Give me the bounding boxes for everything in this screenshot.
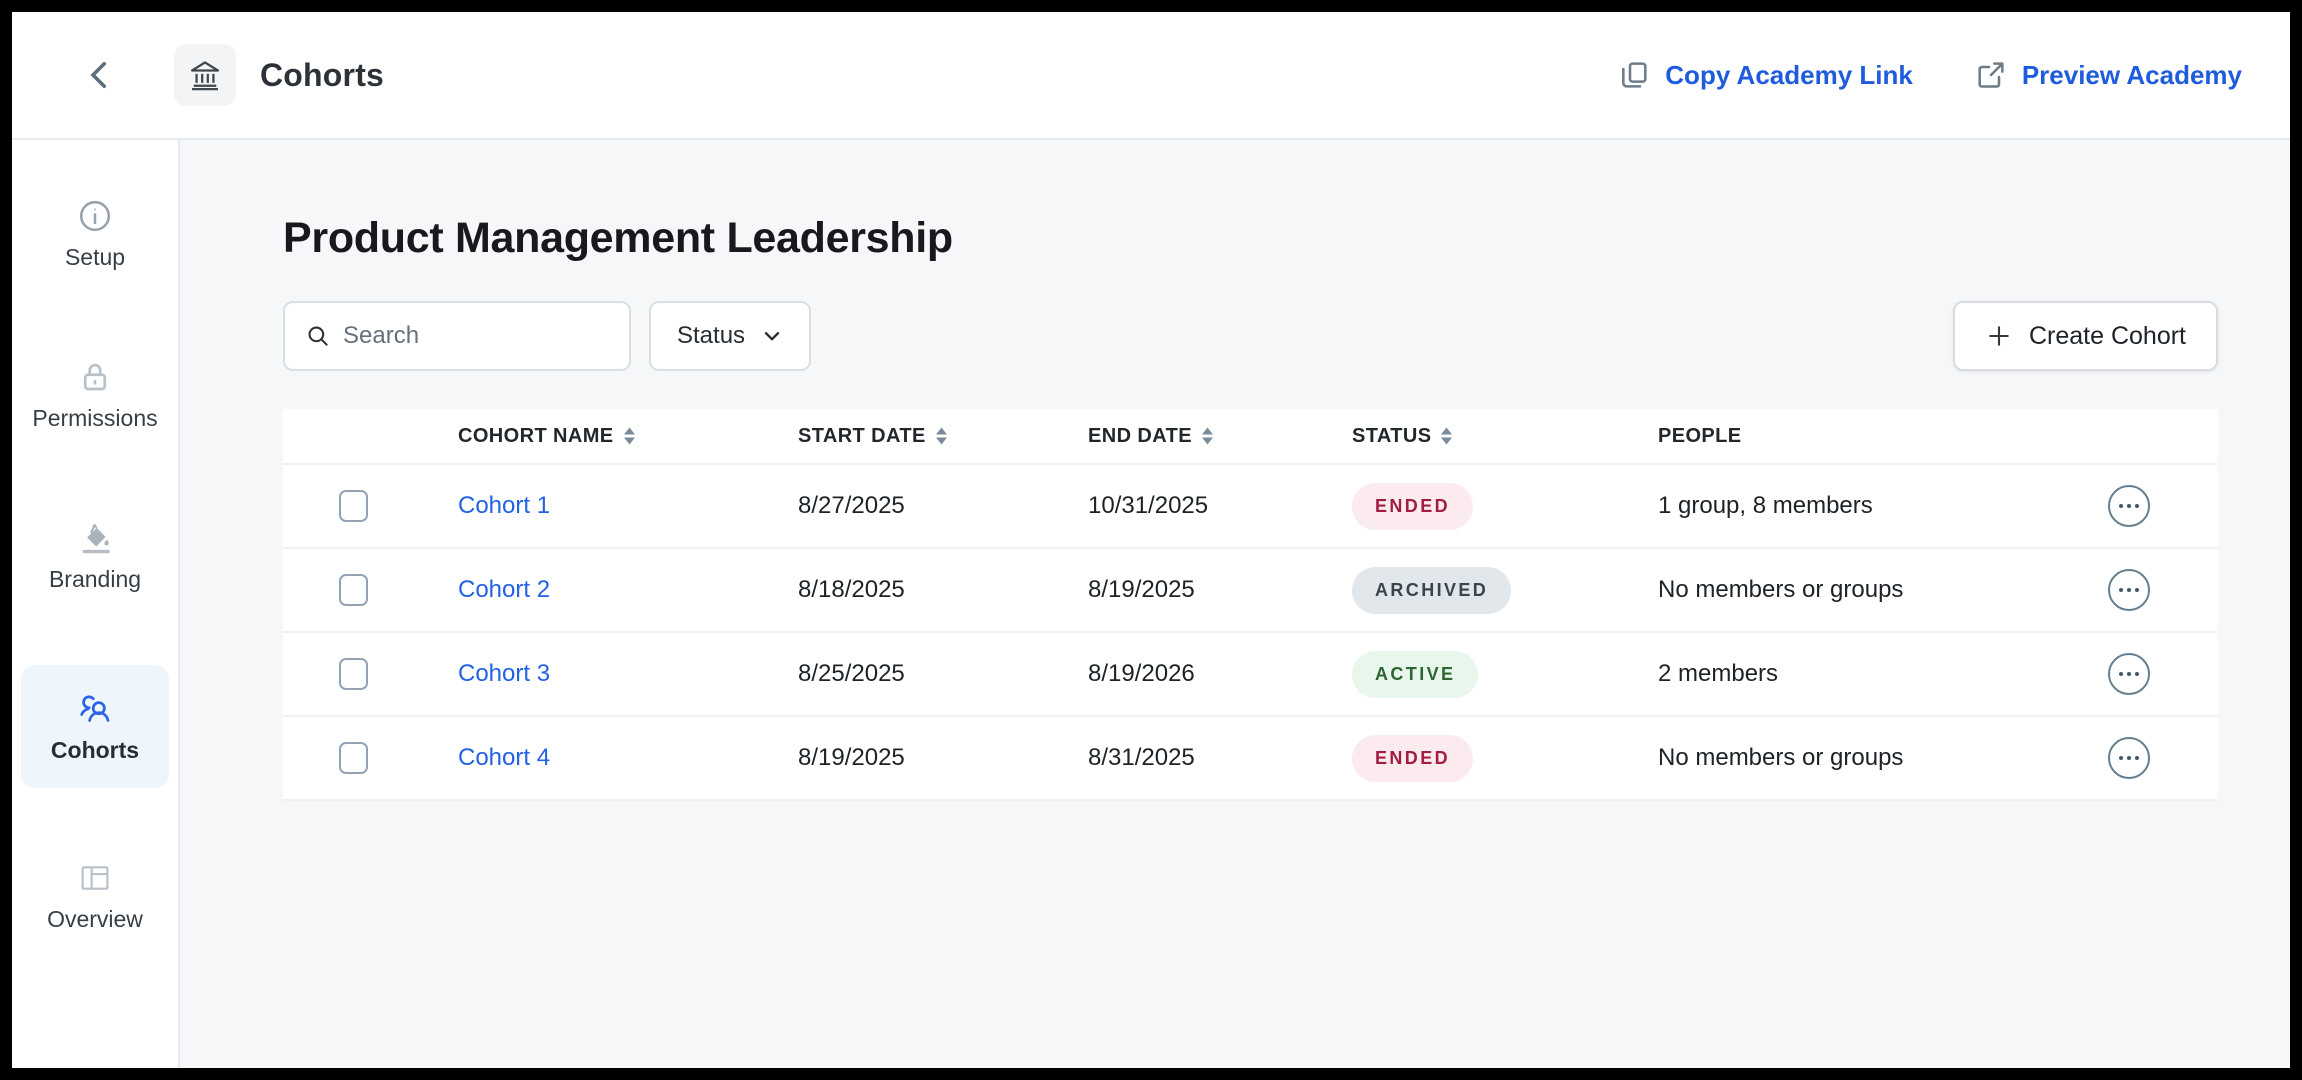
end-date-cell: 8/31/2025 xyxy=(1088,744,1195,771)
cohorts-table: COHORT NAME START DATE xyxy=(283,409,2218,801)
status-filter-button[interactable]: Status xyxy=(649,301,812,371)
people-cell: No members or groups xyxy=(1658,576,1904,603)
preview-academy-label: Preview Academy xyxy=(2021,59,2242,90)
lock-icon xyxy=(77,359,113,395)
search-icon xyxy=(305,323,331,349)
table-header-row: COHORT NAME START DATE xyxy=(283,409,2218,463)
row-actions-button[interactable] xyxy=(2108,569,2150,611)
academy-tile xyxy=(174,44,236,106)
people-cell: 1 group, 8 members xyxy=(1658,492,1873,519)
table-row: Cohort 1 8/27/2025 10/31/2025 ENDED 1 gr… xyxy=(283,463,2218,547)
people-cell: 2 members xyxy=(1658,660,1779,687)
cohort-name-link[interactable]: Cohort 2 xyxy=(458,576,551,603)
cohort-name-link[interactable]: Cohort 3 xyxy=(458,660,551,687)
sort-icon[interactable] xyxy=(1201,427,1214,445)
info-icon xyxy=(77,198,113,234)
preview-academy-button[interactable]: Preview Academy xyxy=(1975,59,2242,91)
start-date-cell: 8/18/2025 xyxy=(798,576,905,603)
end-date-cell: 8/19/2025 xyxy=(1088,576,1195,603)
table-row: Cohort 4 8/19/2025 8/31/2025 ENDED No me… xyxy=(283,715,2218,799)
bank-icon xyxy=(187,57,223,93)
cohort-group-heading: Product Management Leadership xyxy=(283,214,953,262)
status-badge: ENDED xyxy=(1352,734,1474,782)
search-box xyxy=(283,301,631,371)
sort-icon[interactable] xyxy=(623,427,636,445)
row-actions-button[interactable] xyxy=(2108,737,2150,779)
row-checkbox[interactable] xyxy=(339,490,368,522)
chevron-left-icon xyxy=(81,57,117,93)
topbar-actions: Copy Academy Link Preview Academy xyxy=(1618,59,2242,91)
column-header-cohort-name[interactable]: COHORT NAME xyxy=(458,425,798,448)
row-actions-button[interactable] xyxy=(2108,485,2150,527)
cohort-name-link[interactable]: Cohort 1 xyxy=(458,492,551,519)
people-icon xyxy=(76,689,114,727)
sidebar-item-label: Overview xyxy=(47,906,143,932)
cohort-name-link[interactable]: Cohort 4 xyxy=(458,744,551,771)
column-header-status[interactable]: STATUS xyxy=(1352,425,1658,448)
status-badge: ENDED xyxy=(1352,482,1474,530)
status-badge: ARCHIVED xyxy=(1352,566,1512,614)
main-content: Product Management Leadership Status xyxy=(180,140,2290,1068)
topbar: Cohorts Copy Academy Link xyxy=(12,12,2290,140)
external-link-icon xyxy=(1975,59,2007,91)
sidebar-item-overview[interactable]: Overview xyxy=(21,844,169,949)
copy-academy-link-label: Copy Academy Link xyxy=(1665,59,1913,90)
column-header-start-date[interactable]: START DATE xyxy=(798,425,1088,448)
people-cell: No members or groups xyxy=(1658,744,1904,771)
status-filter-label: Status xyxy=(677,322,746,349)
table-row: Cohort 2 8/18/2025 8/19/2025 ARCHIVED No… xyxy=(283,547,2218,631)
start-date-cell: 8/27/2025 xyxy=(798,492,905,519)
end-date-cell: 10/31/2025 xyxy=(1088,492,1209,519)
chevron-down-icon xyxy=(761,325,783,347)
table-body: Cohort 1 8/27/2025 10/31/2025 ENDED 1 gr… xyxy=(283,463,2218,799)
create-cohort-button[interactable]: Create Cohort xyxy=(1952,301,2218,371)
copy-icon xyxy=(1618,59,1650,91)
sort-icon[interactable] xyxy=(935,427,948,445)
start-date-cell: 8/25/2025 xyxy=(798,660,905,687)
plus-icon xyxy=(1985,322,2013,350)
sort-icon[interactable] xyxy=(1440,427,1453,445)
sidebar-item-setup[interactable]: Setup xyxy=(21,182,169,287)
app-window: Cohorts Copy Academy Link xyxy=(12,12,2290,1068)
sidebar-item-cohorts[interactable]: Cohorts xyxy=(21,665,169,788)
sidebar-item-label: Permissions xyxy=(32,405,158,431)
search-input[interactable] xyxy=(343,322,609,350)
controls-row: Status Create Cohort xyxy=(283,301,2218,371)
column-header-people: PEOPLE xyxy=(1658,424,1742,447)
back-button[interactable] xyxy=(78,54,120,96)
row-actions-button[interactable] xyxy=(2108,653,2150,695)
sidebar-item-label: Branding xyxy=(48,566,142,592)
end-date-cell: 8/19/2026 xyxy=(1088,660,1195,687)
column-header-end-date[interactable]: END DATE xyxy=(1088,425,1352,448)
layout-icon xyxy=(77,860,113,896)
table-row: Cohort 3 8/25/2025 8/19/2026 ACTIVE 2 me… xyxy=(283,631,2218,715)
sidebar-item-label: Cohorts xyxy=(50,737,140,763)
row-checkbox[interactable] xyxy=(339,658,368,690)
row-checkbox[interactable] xyxy=(339,574,368,606)
create-cohort-label: Create Cohort xyxy=(2028,321,2186,350)
sidebar-item-branding[interactable]: Branding xyxy=(21,504,169,609)
sidebar: Setup Permissions xyxy=(12,140,180,1068)
copy-academy-link-button[interactable]: Copy Academy Link xyxy=(1618,59,1913,91)
page-title: Cohorts xyxy=(260,56,385,93)
status-badge: ACTIVE xyxy=(1352,650,1479,698)
start-date-cell: 8/19/2025 xyxy=(798,744,905,771)
sidebar-item-label: Setup xyxy=(64,244,126,270)
paint-bucket-icon xyxy=(77,520,113,556)
sidebar-item-permissions[interactable]: Permissions xyxy=(21,343,169,448)
row-checkbox[interactable] xyxy=(339,742,368,774)
